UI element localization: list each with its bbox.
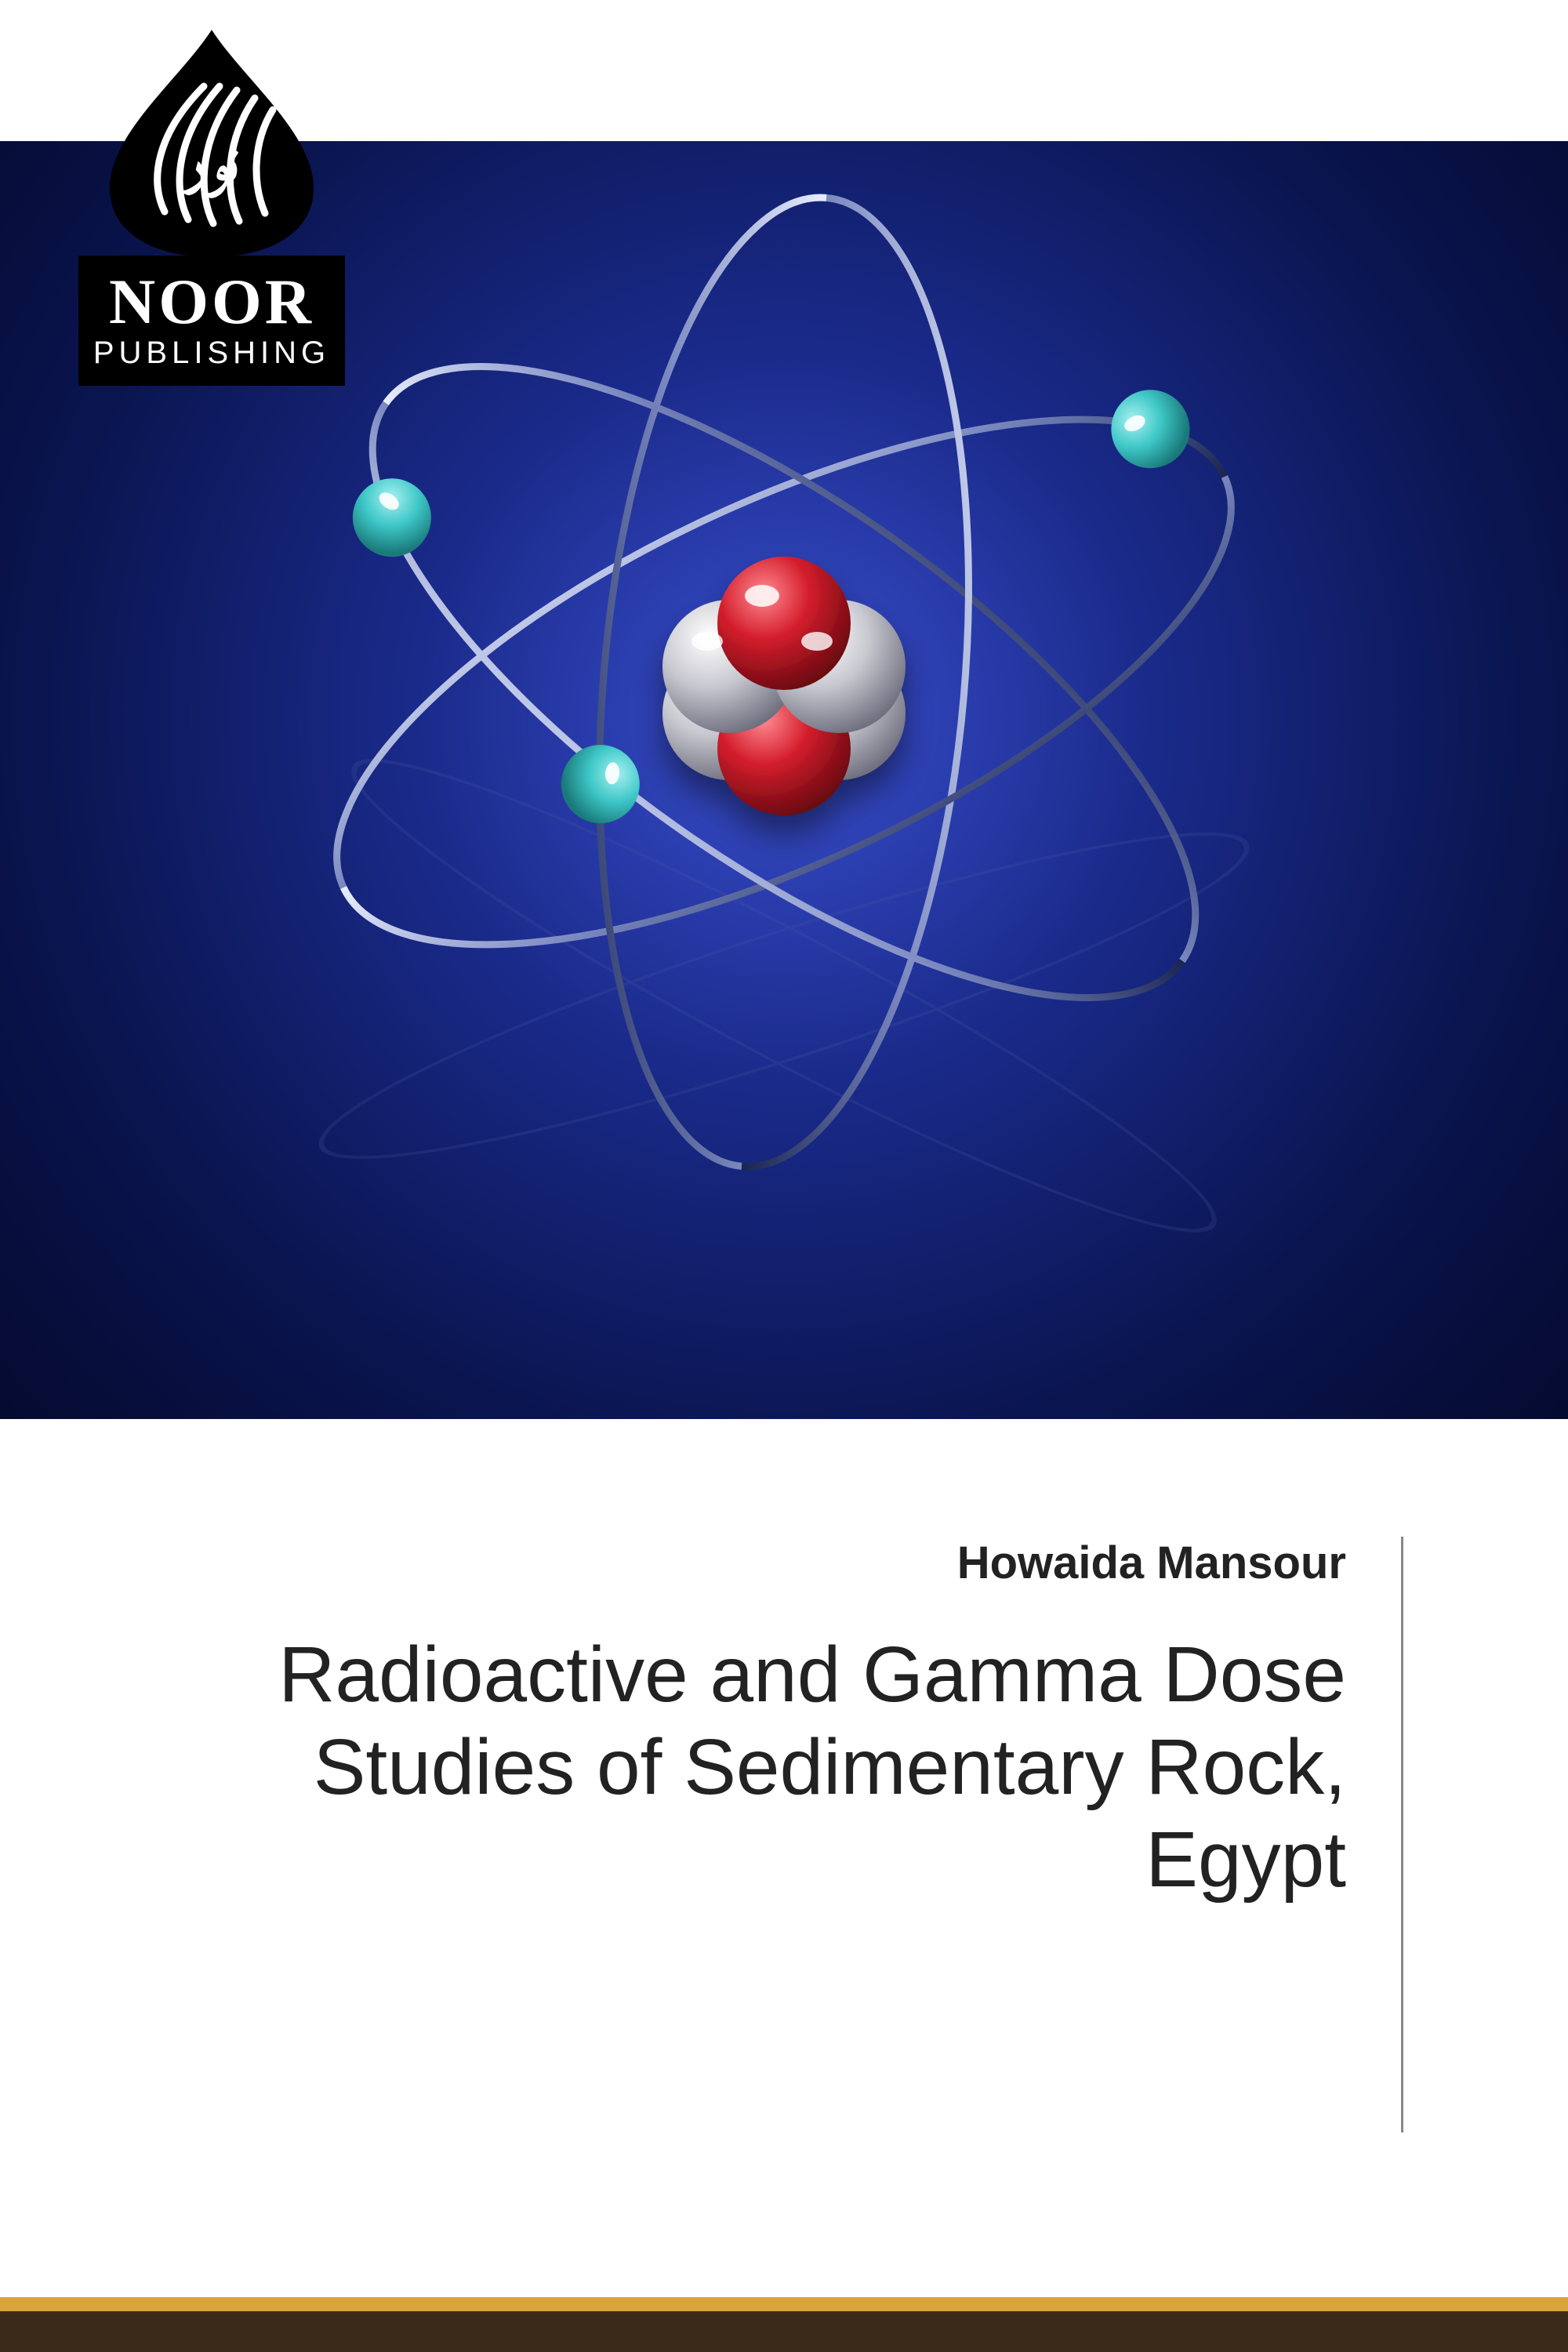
- atom-illustration: [196, 133, 1372, 1309]
- publisher-name-box: NOOR PUBLISHING: [78, 256, 345, 386]
- footer-bar-gold: [0, 2297, 1568, 2311]
- title-line-3: Egypt: [1145, 1816, 1346, 1904]
- footer-bars: [0, 2297, 1568, 2352]
- text-block: Howaida Mansour Radioactive and Gamma Do…: [212, 1537, 1403, 2132]
- publisher-name-bottom: PUBLISHING: [86, 337, 337, 368]
- title-line-1: Radioactive and Gamma Dose: [278, 1631, 1346, 1719]
- footer-bar-brown: [0, 2311, 1568, 2352]
- book-title: Radioactive and Gamma Dose Studies of Se…: [212, 1628, 1346, 1906]
- author-name: Howaida Mansour: [212, 1537, 1346, 1589]
- publisher-drop-icon: نور: [78, 24, 345, 259]
- svg-text:نور: نور: [177, 112, 241, 220]
- title-line-2: Studies of Sedimentary Rock,: [314, 1723, 1346, 1811]
- nucleus: [662, 557, 906, 815]
- publisher-name-top: NOOR: [86, 270, 337, 334]
- publisher-logo: نور NOOR PUBLISHING: [78, 24, 345, 400]
